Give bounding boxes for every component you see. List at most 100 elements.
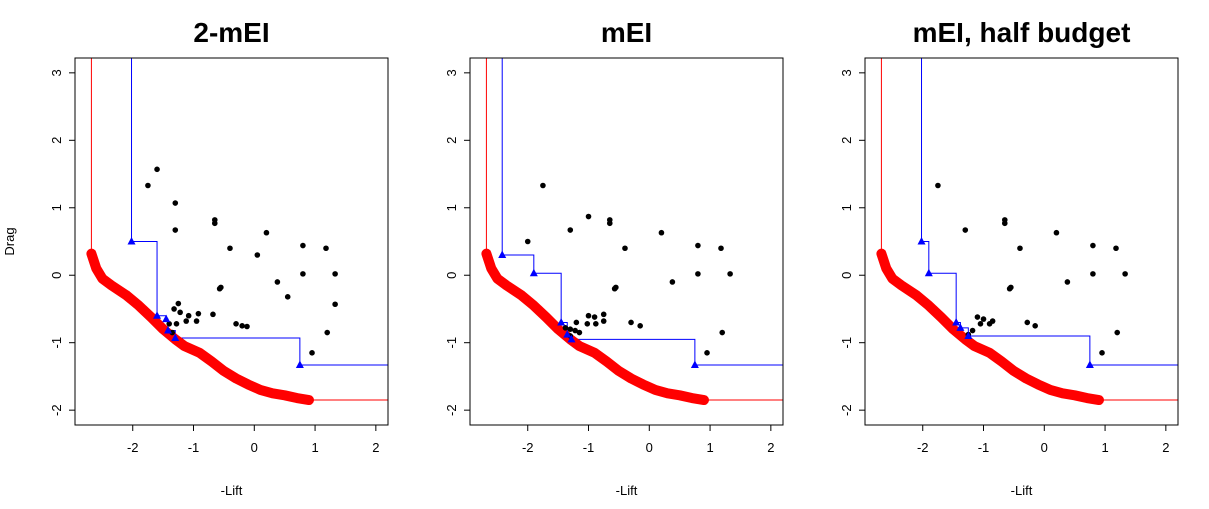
- data-point: [600, 311, 607, 318]
- data-point: [611, 285, 618, 292]
- y-tick-label: -1: [839, 337, 854, 349]
- estimate-step-line: [131, 58, 388, 366]
- data-point: [300, 242, 306, 249]
- data-point: [169, 329, 176, 336]
- data-point: [1024, 319, 1031, 326]
- estimate-step-line: [501, 58, 783, 366]
- data-point: [263, 229, 270, 236]
- y-tick-label: -1: [444, 337, 459, 349]
- data-point: [171, 306, 177, 312]
- data-point: [567, 227, 574, 233]
- data-point: [628, 319, 634, 326]
- data-point: [962, 227, 969, 233]
- x-tick-label: 1: [311, 440, 318, 455]
- data-point: [323, 245, 329, 252]
- plot-frame: [864, 57, 1179, 426]
- estimate-point: [1085, 360, 1094, 368]
- data-point: [727, 271, 733, 277]
- x-tick-label: 2: [1162, 440, 1169, 455]
- chart-title: mEI: [601, 17, 652, 48]
- data-point: [658, 229, 665, 236]
- x-tick-label: -2: [127, 440, 139, 455]
- y-tick-label: 1: [839, 204, 854, 211]
- data-point: [719, 329, 726, 336]
- data-point: [573, 319, 580, 326]
- data-point: [1090, 242, 1096, 249]
- data-point: [1001, 220, 1008, 227]
- data-point: [233, 321, 239, 327]
- y-tick-label: -2: [49, 404, 64, 416]
- data-point: [562, 325, 569, 331]
- estimate-step-line: [921, 58, 1178, 366]
- estimate-point: [964, 331, 973, 339]
- data-point: [576, 329, 583, 336]
- y-tick-label: 3: [444, 69, 459, 76]
- data-point: [244, 323, 250, 330]
- estimate-point: [171, 333, 180, 341]
- data-point: [585, 213, 592, 220]
- plot-frame: [469, 57, 784, 426]
- data-point: [1114, 329, 1121, 336]
- x-tick-label: 2: [372, 440, 379, 455]
- estimate-point: [690, 360, 699, 368]
- data-point: [193, 318, 200, 324]
- front-curve: [86, 248, 314, 406]
- estimate-point: [498, 250, 507, 258]
- data-point: [216, 285, 223, 292]
- data-point: [585, 312, 592, 319]
- plot-area: [876, 58, 1178, 406]
- estimate-point: [917, 237, 926, 245]
- panel-1: 2-mEI -2 -1 0 1 2 -2 -1 0 1 2 3 -Lift Drag: [2, 17, 389, 498]
- x-tick-label: 0: [646, 440, 653, 455]
- x-axis-label: -Lift: [221, 483, 243, 498]
- data-point: [572, 327, 578, 334]
- y-tick-label: 0: [49, 272, 64, 279]
- x-tick-label: -1: [583, 440, 595, 455]
- x-tick-label: -1: [978, 440, 990, 455]
- estimate-point: [924, 268, 933, 277]
- estimate-point: [952, 317, 961, 326]
- y-tick-label: -2: [839, 404, 854, 416]
- data-point: [173, 321, 180, 327]
- data-point: [284, 294, 291, 300]
- front-curve: [481, 248, 709, 406]
- data-point: [239, 323, 245, 329]
- data-point: [1053, 229, 1060, 236]
- x-axis-label: -Lift: [616, 483, 638, 498]
- data-point: [1113, 245, 1119, 252]
- data-point: [935, 182, 941, 189]
- data-point: [540, 182, 546, 189]
- x-tick-label: 2: [767, 440, 774, 455]
- estimate-point: [557, 317, 566, 326]
- data-point: [274, 279, 281, 285]
- data-point: [195, 310, 202, 317]
- y-tick-label: -2: [444, 404, 459, 416]
- x-tick-label: 0: [251, 440, 258, 455]
- y-tick-label: 0: [444, 272, 459, 279]
- data-point: [974, 314, 981, 320]
- x-tick-label: 0: [1041, 440, 1048, 455]
- data-point: [989, 318, 996, 324]
- estimate-point: [956, 323, 965, 331]
- data-point: [969, 327, 976, 334]
- plot-area: [481, 58, 783, 406]
- data-point: [254, 252, 261, 258]
- data-point: [1122, 271, 1128, 277]
- y-tick-label: 1: [444, 204, 459, 211]
- estimate-point: [153, 311, 162, 319]
- data-point: [606, 220, 613, 227]
- data-point: [1099, 350, 1105, 356]
- estimate-point: [127, 237, 136, 245]
- data-point: [593, 321, 599, 327]
- panel-2: mEI -2 -1 0 1 2 -2 -1 0 1 2 3 -Lift: [444, 17, 784, 498]
- estimate-point: [567, 334, 576, 343]
- data-point: [977, 321, 984, 327]
- y-tick-label: 2: [839, 137, 854, 144]
- plot-frame: [74, 57, 389, 426]
- data-point: [172, 227, 179, 233]
- y-axis-label: Drag: [2, 227, 17, 255]
- estimate-point: [163, 326, 172, 334]
- y-tick-label: 1: [49, 204, 64, 211]
- data-point: [584, 321, 591, 327]
